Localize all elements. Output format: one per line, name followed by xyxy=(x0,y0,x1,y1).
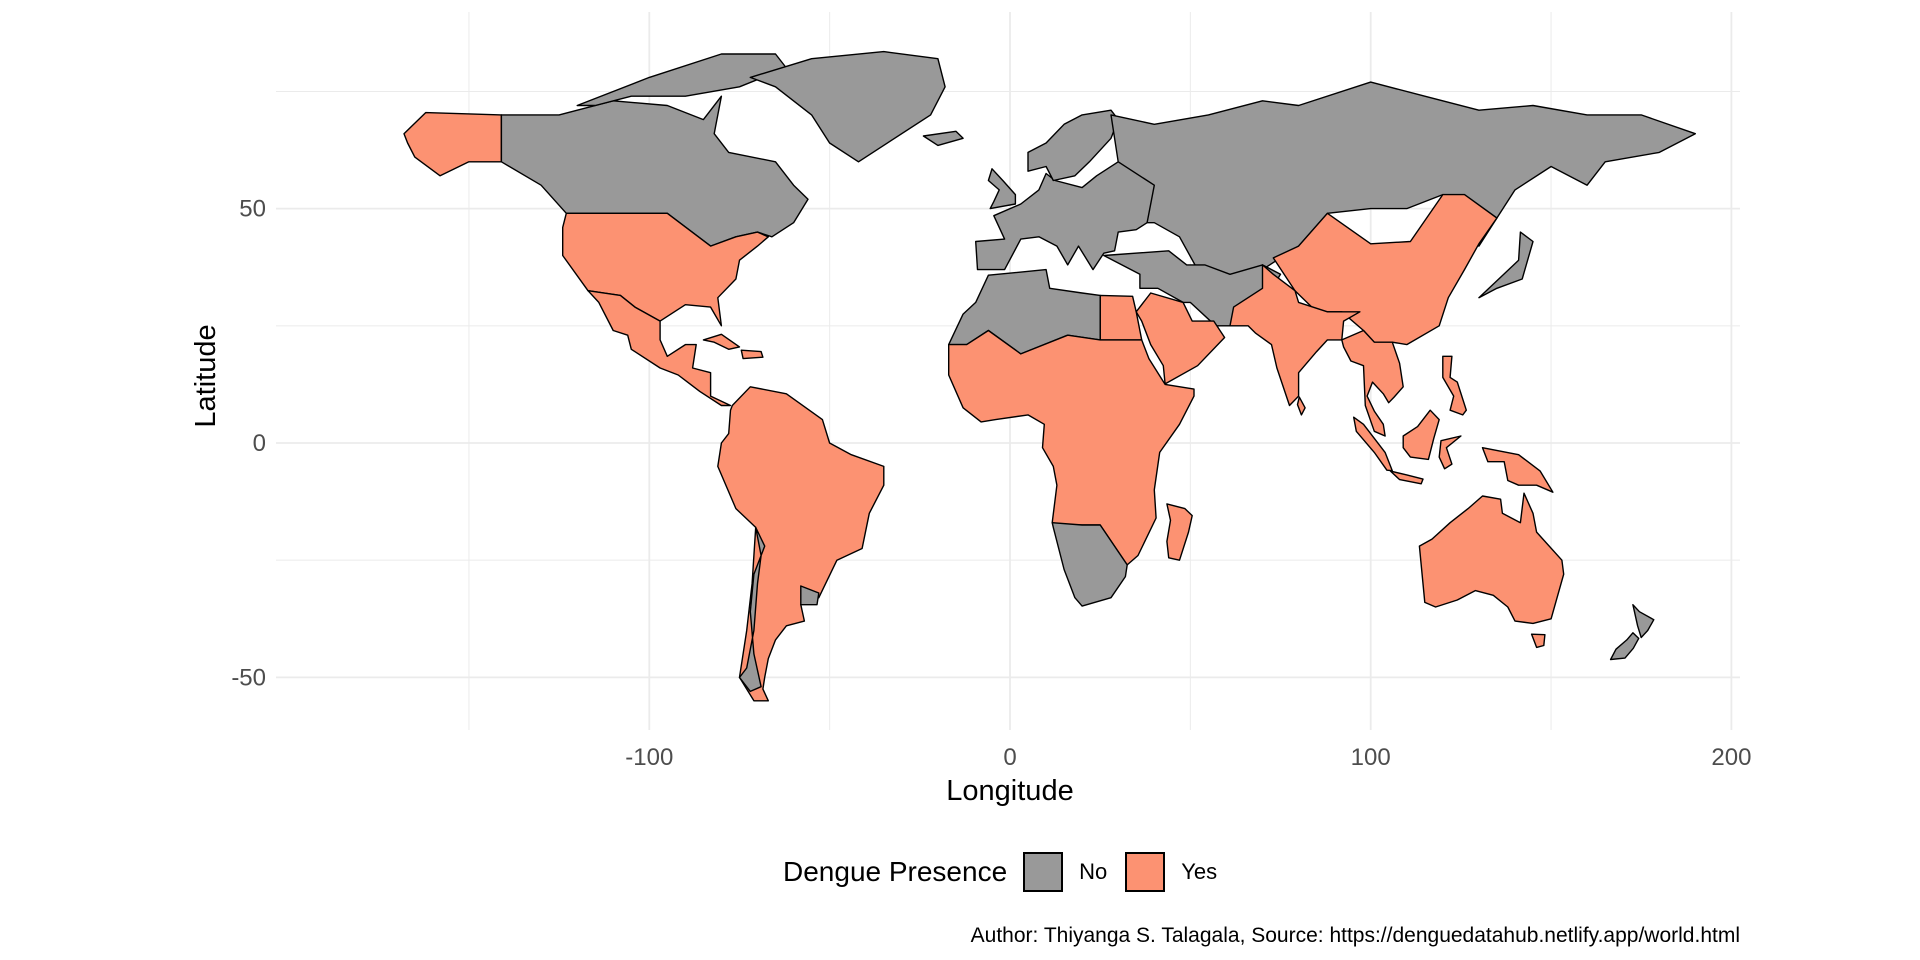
region-sulawesi xyxy=(1438,435,1462,470)
legend-key-yes xyxy=(1125,852,1166,892)
region-cuba xyxy=(702,333,741,350)
region-madagascar xyxy=(1166,503,1193,561)
region-new-guinea xyxy=(1481,447,1554,493)
region-australia xyxy=(1418,492,1565,625)
y-axis-title: Latitude xyxy=(190,324,222,427)
region-japan xyxy=(1478,231,1534,299)
x-tick-label: 200 xyxy=(1711,744,1751,771)
region-great-britain xyxy=(987,168,1017,210)
legend-item-no: No xyxy=(1023,852,1107,892)
legend: Dengue Presence No Yes xyxy=(783,852,1235,892)
region-greenland xyxy=(749,50,946,163)
region-borneo xyxy=(1402,409,1440,461)
legend-key-no xyxy=(1023,852,1064,892)
x-tick-label: 0 xyxy=(1003,744,1016,771)
region-egypt xyxy=(1099,294,1143,341)
legend-label-no: No xyxy=(1079,859,1108,884)
y-tick-label: 0 xyxy=(253,430,266,457)
legend-label-yes: Yes xyxy=(1181,859,1218,884)
region-new-zealand-south xyxy=(1609,632,1640,661)
region-alaska xyxy=(403,111,503,177)
region-tasmania xyxy=(1530,633,1546,649)
region-russia-and-central-asia xyxy=(1110,81,1697,280)
caption: Author: Thiyanga S. Talagala, Source: ht… xyxy=(970,924,1740,947)
y-axis-tick-labels: -50 0 50 xyxy=(231,196,266,692)
region-southern-africa xyxy=(1051,522,1128,607)
country-polygons xyxy=(403,50,1697,702)
region-sumatra xyxy=(1352,416,1394,472)
y-tick-label: -50 xyxy=(231,664,266,691)
x-axis-title: Longitude xyxy=(946,775,1073,807)
region-java xyxy=(1389,470,1424,485)
region-sri-lanka xyxy=(1296,396,1306,416)
region-south-america xyxy=(717,386,885,702)
legend-title: Dengue Presence xyxy=(783,856,1008,887)
region-iceland xyxy=(922,130,964,147)
region-southeast-asia xyxy=(1341,329,1404,437)
y-tick-label: 50 xyxy=(239,196,266,223)
region-hispaniola xyxy=(740,349,764,360)
region-new-zealand-north xyxy=(1632,604,1655,639)
x-tick-label: 100 xyxy=(1351,744,1391,771)
region-southern-cone xyxy=(738,526,766,693)
world-map-plot: -100 0 100 200 -50 0 50 Longitude Latitude xyxy=(190,12,1751,807)
x-tick-label: -100 xyxy=(625,744,673,771)
region-sub-saharan-africa xyxy=(948,329,1195,566)
legend-item-yes: Yes xyxy=(1125,852,1217,892)
region-philippines xyxy=(1442,355,1468,416)
x-axis-tick-labels: -100 0 100 200 xyxy=(625,744,1751,771)
region-uruguay xyxy=(800,585,820,606)
region-mexico-and-central-america xyxy=(587,290,732,407)
region-arabia xyxy=(1135,292,1226,385)
